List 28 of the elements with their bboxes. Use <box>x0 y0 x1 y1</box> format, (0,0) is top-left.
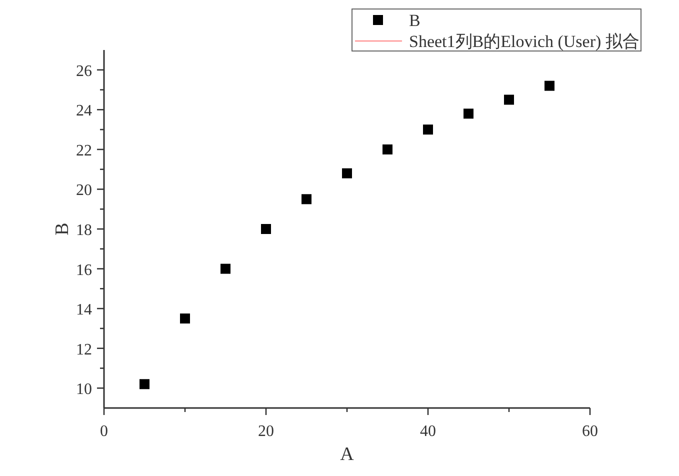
y-tick-label: 12 <box>76 341 92 358</box>
y-tick-label: 20 <box>76 182 92 200</box>
y-tick-label: 10 <box>76 381 92 398</box>
x-axis-title: A <box>340 444 354 465</box>
y-axis-title: B <box>52 222 73 236</box>
y-tick-label: 14 <box>76 302 92 319</box>
point <box>544 80 554 91</box>
legend-label: Sheet1列B的Elovich (User) 拟合 <box>409 32 640 51</box>
point <box>180 314 190 324</box>
point <box>423 124 433 135</box>
point <box>342 168 352 178</box>
y-tick-label: 26 <box>76 62 92 80</box>
point <box>140 379 150 390</box>
y-tick-label: 18 <box>76 222 92 239</box>
y-tick-label: 24 <box>76 102 92 120</box>
point <box>220 264 230 274</box>
legend-label: B <box>409 11 420 30</box>
x-tick-label: 40 <box>420 423 436 440</box>
point <box>302 194 312 204</box>
x-tick-label: 60 <box>582 423 598 440</box>
x-tick-label: 0 <box>100 423 108 440</box>
y-tick-label: 22 <box>76 142 92 160</box>
point <box>464 108 474 119</box>
point <box>261 224 271 234</box>
point <box>504 94 514 105</box>
x-tick-label: 20 <box>258 423 274 440</box>
point <box>382 144 392 154</box>
y-tick-label: 16 <box>76 262 92 279</box>
